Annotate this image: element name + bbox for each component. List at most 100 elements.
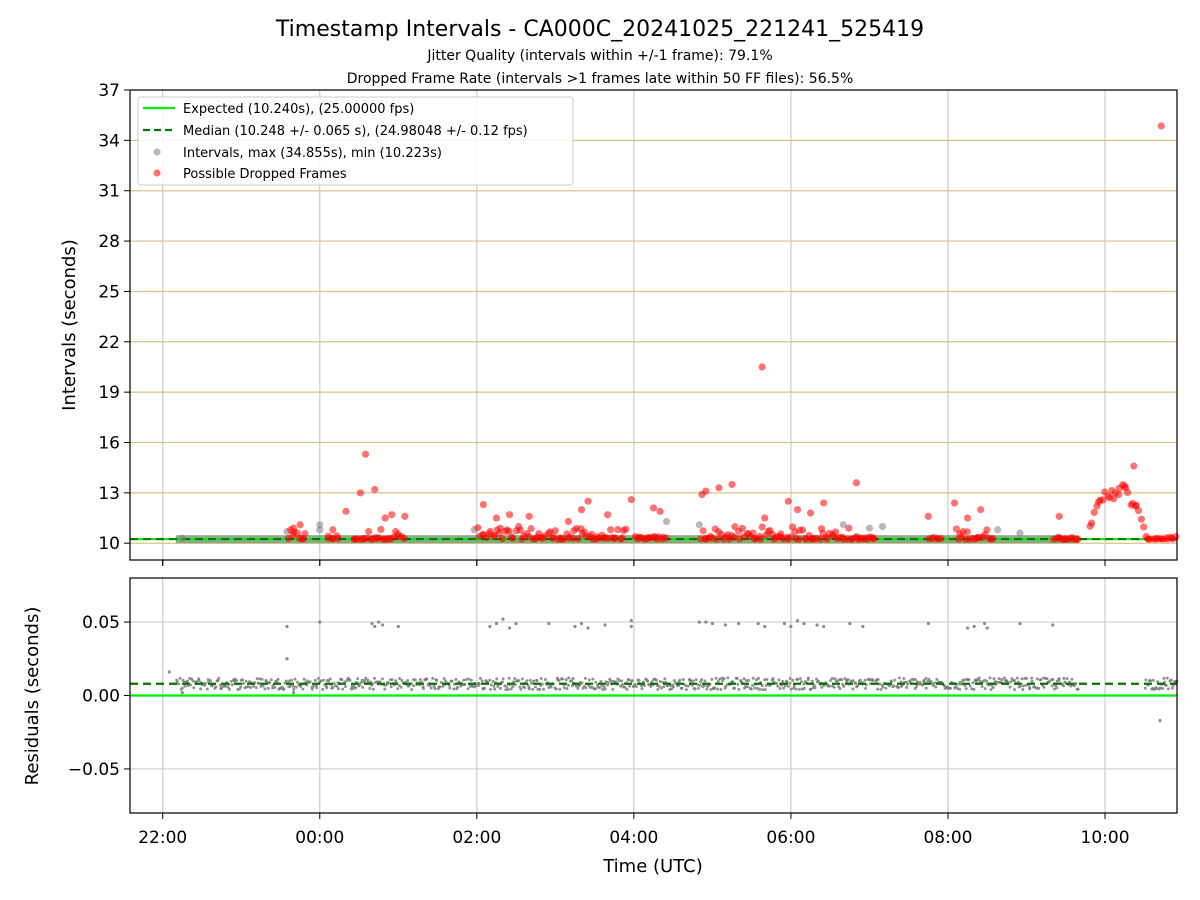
residual-point — [1156, 680, 1160, 684]
residual-point — [573, 624, 577, 629]
residual-point — [549, 685, 553, 689]
dropped-frame-point — [983, 526, 991, 534]
residual-point — [929, 680, 933, 684]
residual-point — [429, 686, 433, 690]
residual-point — [797, 687, 801, 691]
residual-point — [567, 676, 571, 680]
residual-point — [816, 679, 820, 683]
residual-point — [696, 683, 700, 687]
residual-point — [217, 676, 221, 680]
residual-point — [1052, 687, 1056, 691]
residual-point — [892, 684, 896, 688]
residuals-axes: 22:00 00:00 02:00 04:00 06:00 08:00 10:00 0.05 0… — [68, 560, 1130, 848]
residual-point — [915, 685, 919, 689]
residual-point — [1039, 677, 1043, 681]
residual-point — [289, 684, 293, 688]
residual-point — [322, 678, 326, 682]
residual-point — [383, 687, 387, 691]
dropped-frame-point — [964, 514, 972, 522]
residual-point — [1021, 684, 1025, 688]
residual-point — [489, 683, 493, 687]
dropped-frame-point — [611, 534, 619, 542]
residual-point — [713, 686, 717, 690]
intervals-y-tick-label: 37 — [98, 81, 120, 101]
residual-point — [813, 686, 817, 690]
residual-point — [908, 679, 912, 683]
intervals-y-tick-label: 19 — [98, 383, 120, 403]
dropped-frame-point — [1099, 496, 1107, 504]
residual-point — [988, 676, 992, 680]
residual-point — [771, 677, 775, 681]
dropped-frame-point — [289, 524, 298, 532]
dropped-frame-point — [784, 497, 792, 505]
residual-point — [896, 686, 900, 690]
residual-point — [361, 685, 365, 689]
residual-point — [697, 620, 701, 624]
residual-point — [576, 686, 580, 690]
residual-point — [989, 687, 993, 691]
residual-point — [425, 677, 429, 681]
residual-point — [291, 690, 296, 695]
dropped-frame-point — [870, 534, 878, 543]
dropped-frame-point — [1123, 488, 1132, 497]
dropped-frame-point — [400, 534, 408, 543]
residual-point — [400, 678, 404, 682]
residual-point — [562, 686, 566, 690]
residual-point — [558, 687, 562, 691]
residual-point — [1025, 676, 1029, 680]
residual-point — [535, 678, 539, 682]
residual-point — [832, 685, 836, 689]
residual-point — [205, 687, 209, 691]
interval-point — [178, 534, 186, 542]
dropped-frame-point — [712, 535, 721, 543]
dropped-frame-point — [816, 535, 824, 543]
residual-point — [629, 624, 633, 629]
dropped-frame-point — [1172, 532, 1180, 541]
residual-point — [276, 677, 280, 681]
interval-point — [1016, 529, 1024, 537]
dropped-frame-point — [479, 501, 487, 509]
dropped-frame-point — [584, 497, 592, 505]
residual-point — [284, 679, 288, 683]
residual-point — [273, 686, 277, 690]
time-x-tick-label: 08:00 — [923, 828, 972, 848]
residual-point — [477, 681, 481, 685]
residual-point — [557, 678, 561, 682]
residual-point — [584, 686, 588, 690]
residual-point — [1051, 677, 1055, 681]
residual-point — [310, 687, 314, 691]
residual-point — [246, 685, 250, 689]
residual-point — [192, 686, 196, 690]
residual-point — [571, 676, 575, 680]
residual-point — [1013, 688, 1017, 692]
residual-point — [815, 677, 819, 681]
residual-point — [606, 681, 610, 685]
residual-point — [308, 680, 312, 684]
residual-point — [788, 681, 792, 685]
residual-point — [697, 686, 701, 690]
dropped-frame-point — [381, 514, 389, 522]
residual-point — [932, 683, 936, 687]
dropped-frame-point — [356, 489, 364, 497]
residual-point — [791, 678, 795, 682]
intervals-plot-frame — [129, 89, 1178, 561]
residual-point — [785, 679, 789, 683]
residual-point — [751, 683, 755, 687]
residual-point — [197, 678, 201, 682]
residual-point — [448, 686, 452, 690]
residual-point — [778, 686, 782, 690]
residual-point — [566, 683, 570, 687]
dropped-frame-point — [977, 506, 985, 514]
residual-point — [684, 688, 688, 692]
residual-point — [684, 684, 688, 688]
residual-point — [335, 684, 339, 688]
residual-point — [703, 679, 707, 683]
dropped-frame-point — [832, 528, 840, 536]
dropped-frame-point — [820, 499, 828, 507]
residual-point — [601, 688, 605, 692]
residuals-y-tick-label: 0.05 — [82, 613, 120, 633]
residual-point — [282, 687, 286, 691]
residual-point — [203, 681, 207, 685]
residual-point — [902, 677, 906, 681]
